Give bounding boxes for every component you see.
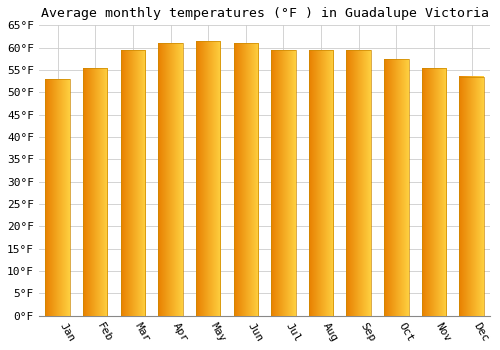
Title: Average monthly temperatures (°F ) in Guadalupe Victoria: Average monthly temperatures (°F ) in Gu… xyxy=(40,7,488,20)
Bar xyxy=(384,59,408,316)
Bar xyxy=(346,50,371,316)
Bar xyxy=(83,68,108,316)
Bar xyxy=(196,41,220,316)
Bar xyxy=(120,50,145,316)
Bar xyxy=(309,50,334,316)
Bar xyxy=(158,43,183,316)
Bar xyxy=(460,77,484,316)
Bar xyxy=(234,43,258,316)
Bar xyxy=(422,68,446,316)
Bar xyxy=(46,79,70,316)
Bar xyxy=(271,50,295,316)
